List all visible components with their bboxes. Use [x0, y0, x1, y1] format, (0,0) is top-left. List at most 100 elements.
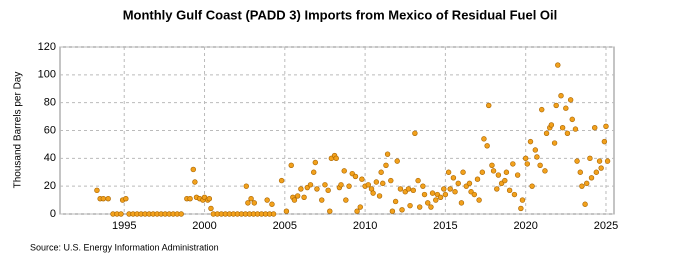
data-point	[399, 207, 405, 213]
data-point	[527, 138, 534, 145]
data-point	[569, 116, 575, 123]
data-point	[532, 147, 539, 153]
data-point	[574, 158, 580, 164]
data-point	[543, 130, 550, 136]
data-point	[333, 155, 339, 162]
data-point	[376, 193, 383, 199]
x-tick-label: 2020	[513, 220, 537, 232]
data-point	[294, 193, 301, 199]
data-point	[558, 93, 564, 99]
data-point	[421, 191, 428, 198]
data-point	[405, 186, 412, 192]
data-point	[251, 200, 258, 206]
data-point	[270, 211, 277, 217]
data-point	[514, 172, 521, 178]
data-point	[447, 186, 453, 192]
data-point	[288, 162, 294, 168]
x-tick-label: 1995	[112, 220, 136, 232]
data-point	[123, 195, 129, 202]
data-point	[322, 182, 328, 188]
data-point	[567, 97, 574, 103]
data-point	[208, 205, 214, 212]
y-axis-label: Thousand Barrels per Day	[13, 72, 24, 189]
data-point	[494, 186, 500, 192]
chart-title: Monthly Gulf Coast (PADD 3) Imports from…	[123, 7, 558, 22]
data-point	[555, 62, 561, 68]
y-tick-label: 60	[44, 124, 56, 136]
data-point	[278, 177, 285, 184]
data-point	[458, 200, 465, 206]
source-note: Source: U.S. Energy Information Administ…	[30, 242, 219, 252]
data-point	[582, 201, 588, 207]
data-point	[452, 189, 458, 195]
data-point	[455, 180, 461, 187]
data-point	[341, 168, 347, 174]
data-point	[584, 180, 590, 187]
data-point	[511, 191, 518, 198]
data-point	[397, 186, 404, 192]
x-tick-label: 2010	[353, 220, 377, 232]
data-point	[596, 158, 603, 164]
data-point	[489, 162, 495, 168]
data-point	[357, 204, 363, 210]
data-point	[325, 187, 331, 194]
data-point	[442, 191, 449, 198]
data-point	[587, 155, 593, 162]
data-point	[327, 208, 333, 214]
x-tick-label: 2005	[273, 220, 297, 232]
y-tick-label: 0	[50, 208, 56, 220]
data-point	[416, 204, 423, 210]
data-point	[603, 123, 609, 130]
data-point	[506, 187, 513, 194]
data-point	[484, 143, 490, 149]
data-point	[564, 130, 571, 136]
data-point	[542, 168, 548, 174]
data-point	[524, 161, 530, 167]
data-point	[243, 183, 249, 189]
data-point	[407, 202, 413, 209]
data-point	[502, 177, 508, 184]
data-point	[352, 173, 359, 180]
data-point	[450, 175, 457, 181]
data-point	[248, 195, 254, 202]
data-point	[510, 161, 516, 167]
data-point	[490, 168, 497, 174]
data-point	[283, 208, 290, 214]
data-point	[415, 177, 421, 184]
y-tick-label: 120	[38, 41, 56, 53]
data-point	[466, 180, 473, 187]
data-point	[495, 172, 502, 178]
data-point	[312, 159, 319, 166]
data-point	[553, 102, 559, 109]
data-point	[474, 176, 481, 182]
data-point	[190, 166, 196, 173]
data-point	[479, 169, 486, 175]
data-point	[476, 197, 482, 203]
data-point	[522, 155, 529, 162]
data-point	[428, 204, 434, 210]
data-point	[206, 195, 213, 202]
data-point	[604, 158, 611, 164]
data-point	[311, 169, 317, 175]
data-point	[539, 106, 545, 113]
data-point	[433, 197, 439, 203]
data-point	[264, 197, 270, 203]
data-point	[412, 130, 418, 136]
data-point	[394, 158, 400, 164]
y-tick-label: 40	[44, 152, 56, 164]
data-point	[503, 169, 510, 175]
data-point	[384, 151, 391, 157]
data-point	[100, 195, 107, 202]
data-point	[105, 195, 111, 202]
data-point	[481, 136, 487, 142]
data-point	[471, 191, 477, 198]
y-tick-label: 100	[38, 69, 56, 81]
x-tick-label: 2000	[192, 220, 216, 232]
data-point	[572, 126, 579, 132]
data-point	[269, 201, 275, 207]
data-point	[437, 194, 444, 201]
data-point	[187, 195, 193, 202]
data-point	[94, 187, 100, 194]
data-point	[298, 186, 304, 192]
